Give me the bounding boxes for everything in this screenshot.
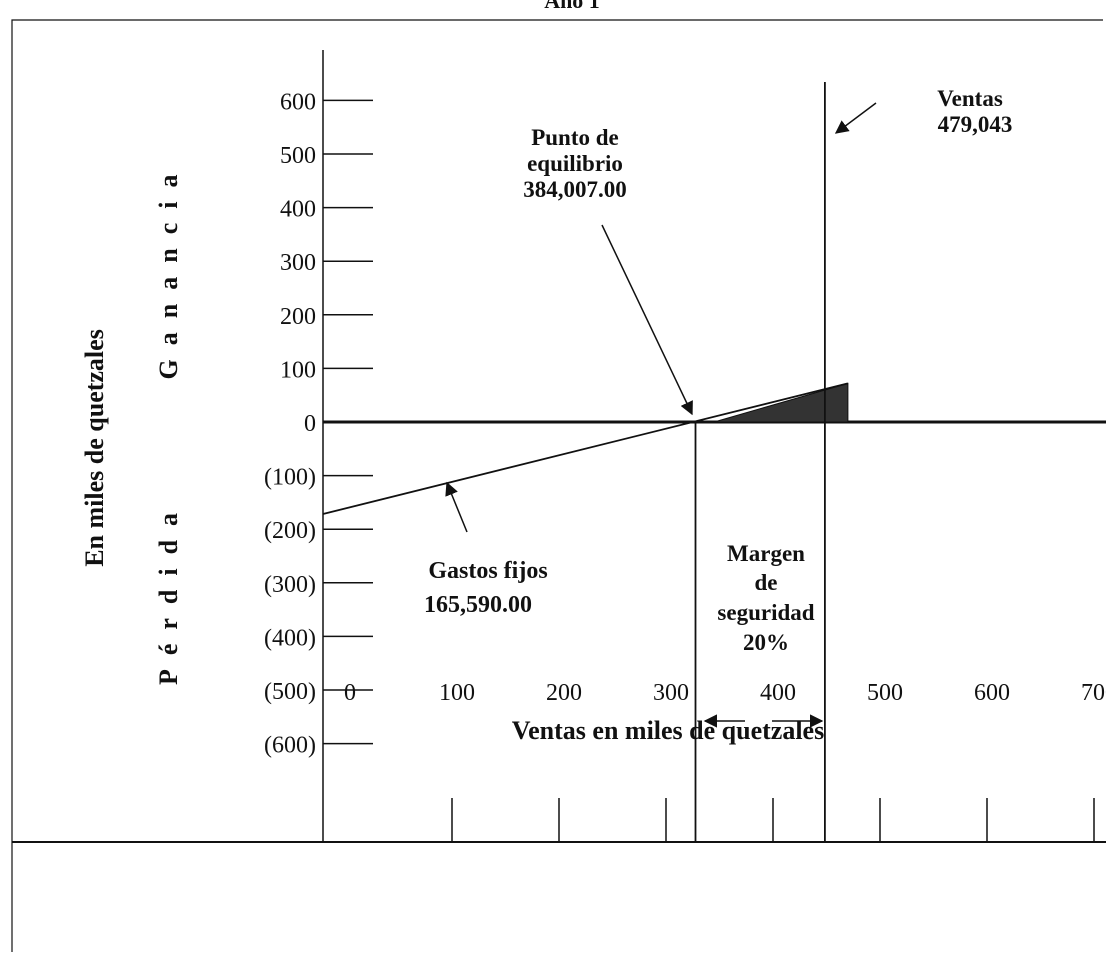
y-axis-title: En miles de quetzales	[80, 329, 109, 567]
x-tick-label: 300	[653, 680, 689, 706]
fixed-costs-label-1: Gastos fijos	[428, 558, 547, 584]
annotation-breakeven: Punto de equilibrio 384,007.00	[523, 125, 693, 416]
y-tick-label: (600)	[264, 733, 316, 759]
y-tick-label: 600	[280, 89, 316, 115]
series-line	[322, 382, 849, 515]
y-tick-label: 400	[280, 197, 316, 223]
y-upper-label: Ganancia	[154, 161, 183, 380]
y-tick-label: 500	[280, 143, 316, 169]
x-tick-label: 700	[1081, 680, 1106, 706]
x-tick-label: 100	[439, 680, 475, 706]
annotation-fixed-costs: Gastos fijos 165,590.00	[424, 481, 548, 618]
breakeven-label-1: Punto de	[531, 125, 619, 150]
y-tick-label: (400)	[264, 625, 316, 651]
y-tick-label: (500)	[264, 679, 316, 705]
chart-title: Año 1	[544, 0, 600, 13]
sales-label-2: 479,043	[938, 112, 1013, 137]
y-tick-label: (100)	[264, 465, 316, 491]
x-tick-label: 600	[974, 680, 1010, 706]
sales-arrow	[834, 102, 877, 134]
breakeven-label-2: equilibrio	[527, 151, 623, 176]
annotation-sales: Ventas 479,043	[834, 86, 1013, 137]
y-tick-label: 100	[280, 357, 316, 383]
margin-label-4: 20%	[743, 630, 789, 655]
y-tick-label: 200	[280, 304, 316, 330]
y-tick-label: 0	[304, 411, 316, 437]
x-tick-label: 500	[867, 680, 903, 706]
y-lower-label: Pérdida	[154, 499, 183, 685]
fixed-costs-arrow	[445, 481, 468, 533]
breakeven-arrow	[601, 224, 693, 416]
y-tick-label: (200)	[264, 518, 316, 544]
profit-area	[714, 382, 849, 423]
chart-frame	[11, 19, 1103, 952]
x-tick-label: 200	[546, 680, 582, 706]
x-tick-label: 0	[344, 680, 356, 706]
y-tick-label: 300	[280, 250, 316, 276]
sales-label-1: Ventas	[937, 86, 1003, 111]
margin-label-1: Margen	[727, 541, 805, 566]
fixed-costs-label-2: 165,590.00	[424, 592, 532, 618]
y-tick-label: (300)	[264, 572, 316, 598]
annotation-safety-margin: Margen de seguridad 20%	[703, 541, 824, 728]
margin-label-2: de	[755, 570, 778, 595]
breakeven-label-3: 384,007.00	[523, 177, 627, 202]
margin-label-3: seguridad	[717, 600, 814, 625]
x-tick-label: 400	[760, 680, 796, 706]
